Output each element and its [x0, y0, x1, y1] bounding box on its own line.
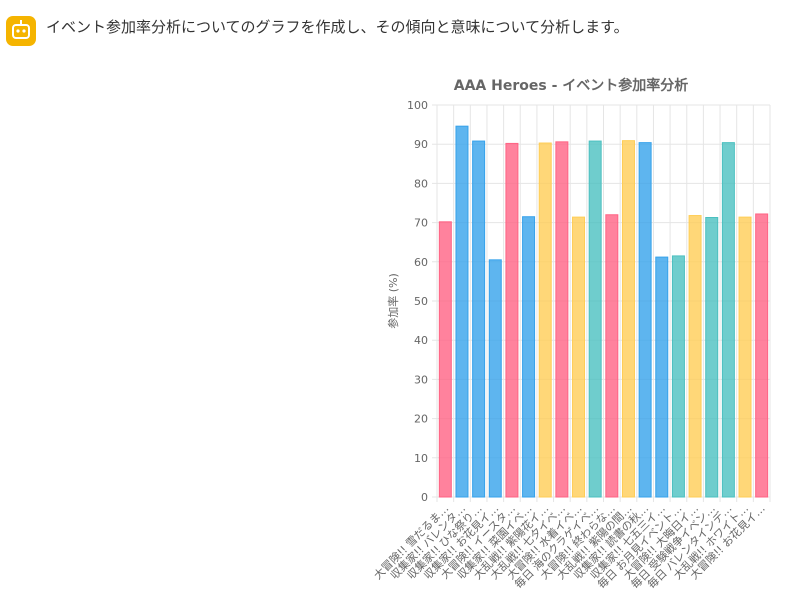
- y-tick-label: 80: [414, 177, 428, 190]
- y-tick-label: 10: [414, 452, 428, 465]
- bar: [505, 142, 519, 498]
- bar: [755, 213, 769, 498]
- bar: [522, 216, 536, 498]
- y-tick-label: 40: [414, 334, 428, 347]
- message: イベント参加率分析についてのグラフを作成し、その傾向と意味について分析します。: [46, 18, 629, 36]
- bar: [572, 216, 586, 498]
- bar: [555, 141, 569, 498]
- y-tick-label: 60: [414, 256, 428, 269]
- y-tick-label: 30: [414, 373, 428, 386]
- bar: [671, 255, 685, 498]
- bar: [738, 216, 752, 498]
- bot-icon: [6, 16, 36, 46]
- bar: [588, 140, 602, 498]
- bar: [455, 125, 469, 498]
- bar: [488, 259, 502, 498]
- bar: [472, 140, 486, 498]
- bar: [438, 221, 452, 498]
- y-tick-label: 50: [414, 295, 428, 308]
- bar: [721, 142, 735, 498]
- bar: [638, 142, 652, 498]
- bar: [538, 142, 552, 498]
- bar: [621, 140, 635, 498]
- y-tick-label: 0: [421, 491, 428, 504]
- bar: [688, 215, 702, 498]
- bar: [655, 256, 669, 498]
- y-tick-label: 20: [414, 413, 428, 426]
- y-tick-label: 100: [407, 99, 428, 112]
- bar: [705, 217, 719, 498]
- y-tick-label: 90: [414, 138, 428, 151]
- chart-title: AAA Heroes - イベント参加率分析: [454, 77, 689, 94]
- bar: [605, 214, 619, 498]
- y-tick-label: 70: [414, 217, 428, 230]
- y-axis-label: 参加率 (%): [386, 273, 400, 329]
